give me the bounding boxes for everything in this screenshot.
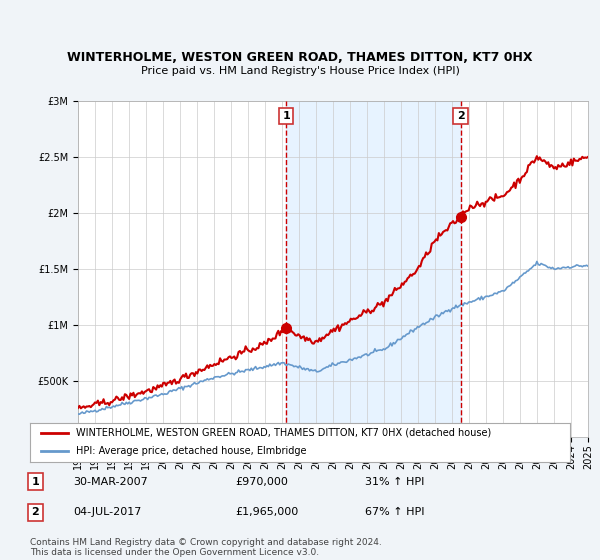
- Text: WINTERHOLME, WESTON GREEN ROAD, THAMES DITTON, KT7 0HX: WINTERHOLME, WESTON GREEN ROAD, THAMES D…: [67, 52, 533, 64]
- Text: Price paid vs. HM Land Registry's House Price Index (HPI): Price paid vs. HM Land Registry's House …: [140, 66, 460, 76]
- Text: 04-JUL-2017: 04-JUL-2017: [73, 507, 142, 517]
- Text: 2: 2: [457, 111, 464, 121]
- Text: WINTERHOLME, WESTON GREEN ROAD, THAMES DITTON, KT7 0HX (detached house): WINTERHOLME, WESTON GREEN ROAD, THAMES D…: [76, 428, 491, 437]
- Text: 1: 1: [283, 111, 290, 121]
- Text: £1,965,000: £1,965,000: [235, 507, 298, 517]
- Text: 31% ↑ HPI: 31% ↑ HPI: [365, 477, 424, 487]
- Bar: [286, 101, 461, 437]
- Text: Contains HM Land Registry data © Crown copyright and database right 2024.
This d: Contains HM Land Registry data © Crown c…: [30, 538, 382, 557]
- Text: £970,000: £970,000: [235, 477, 288, 487]
- Text: 1: 1: [32, 477, 39, 487]
- Text: 2: 2: [32, 507, 39, 517]
- Text: HPI: Average price, detached house, Elmbridge: HPI: Average price, detached house, Elmb…: [76, 446, 307, 456]
- Text: 30-MAR-2007: 30-MAR-2007: [73, 477, 148, 487]
- Text: 67% ↑ HPI: 67% ↑ HPI: [365, 507, 424, 517]
